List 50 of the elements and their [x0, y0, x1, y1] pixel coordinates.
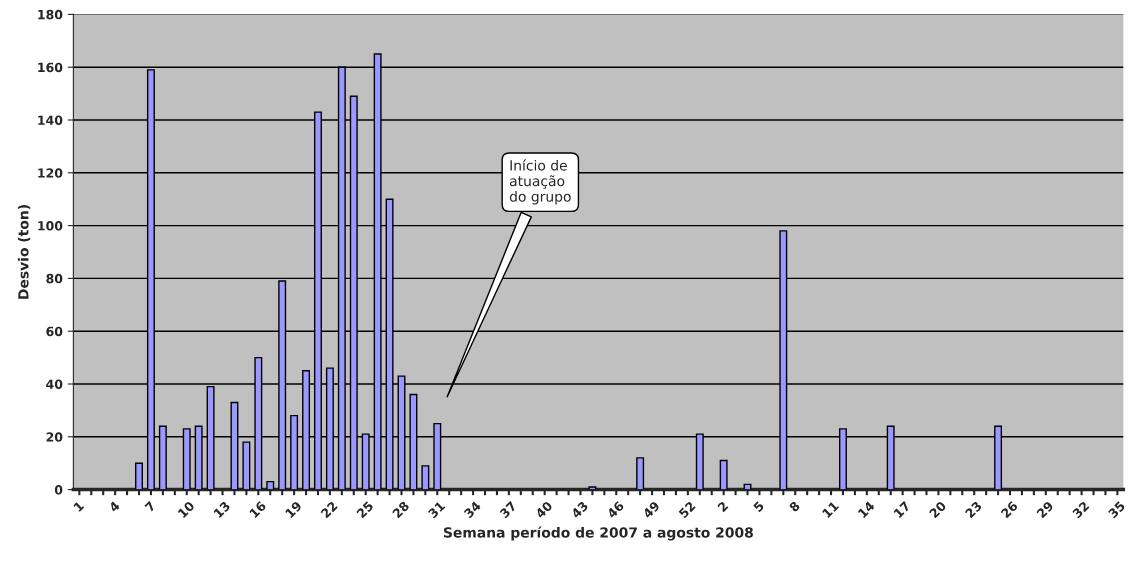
x-tick-label: 19	[284, 500, 303, 519]
x-tick-label: 22	[320, 500, 338, 519]
x-tick-label: 23	[964, 500, 983, 519]
x-tick-label: 1	[73, 500, 85, 512]
x-tick-label: 4	[108, 500, 121, 513]
x-tick-label: 20	[928, 500, 947, 519]
y-tick-label: 140	[38, 115, 63, 125]
x-tick-label: 49	[642, 500, 661, 519]
x-tick-label: 43	[570, 500, 589, 519]
x-tick-label: 8	[788, 500, 801, 513]
y-tick-label: 20	[46, 432, 63, 442]
bar	[421, 465, 430, 490]
y-tick-label: 60	[46, 326, 63, 337]
bar	[636, 457, 645, 490]
bar	[135, 462, 143, 490]
x-axis-title: Semana período de 2007 a agosto 2008	[443, 526, 753, 541]
y-axis-title: Desvio (ton)	[17, 205, 31, 299]
y-tick-label: 80	[46, 273, 63, 284]
x-tick-label: 52	[678, 500, 696, 519]
x-tick-label: 5	[753, 500, 765, 513]
x-tick-label: 17	[893, 500, 911, 519]
x-tick-label: 26	[1000, 500, 1019, 519]
bar	[266, 480, 275, 490]
x-tick-label: 2	[717, 500, 729, 513]
y-tick-label: 100	[38, 221, 63, 231]
x-tick-label: 31	[427, 500, 446, 519]
y-tick-label: 180	[38, 9, 63, 20]
x-tick-label: 37	[499, 500, 517, 519]
x-tick-label: 35	[1107, 500, 1126, 519]
annotation: Início de atuação do grupo	[509, 159, 571, 205]
bar	[242, 441, 251, 490]
y-tick-label: 160	[38, 62, 63, 73]
y-tick-label: 120	[38, 168, 63, 178]
x-tick-label: 32	[1071, 500, 1090, 519]
x-tick-label: 13	[213, 500, 231, 519]
x-tick-label: 14	[857, 500, 876, 519]
x-tick-label: 29	[1036, 500, 1054, 519]
y-tick-label: 0	[54, 485, 63, 495]
x-tick-label: 10	[177, 500, 196, 519]
bar	[719, 459, 728, 490]
x-tick-label: 11	[821, 500, 840, 519]
x-tick-label: 28	[391, 500, 410, 519]
x-tick-label: 25	[356, 500, 374, 519]
x-tick-label: 46	[606, 500, 625, 519]
bar	[588, 486, 597, 490]
x-tick-label: 16	[249, 500, 267, 519]
x-tick-label: 34	[463, 500, 482, 519]
x-tick-label: 7	[144, 500, 156, 513]
x-tick-label: 40	[534, 500, 553, 519]
y-tick-label: 40	[46, 379, 63, 389]
